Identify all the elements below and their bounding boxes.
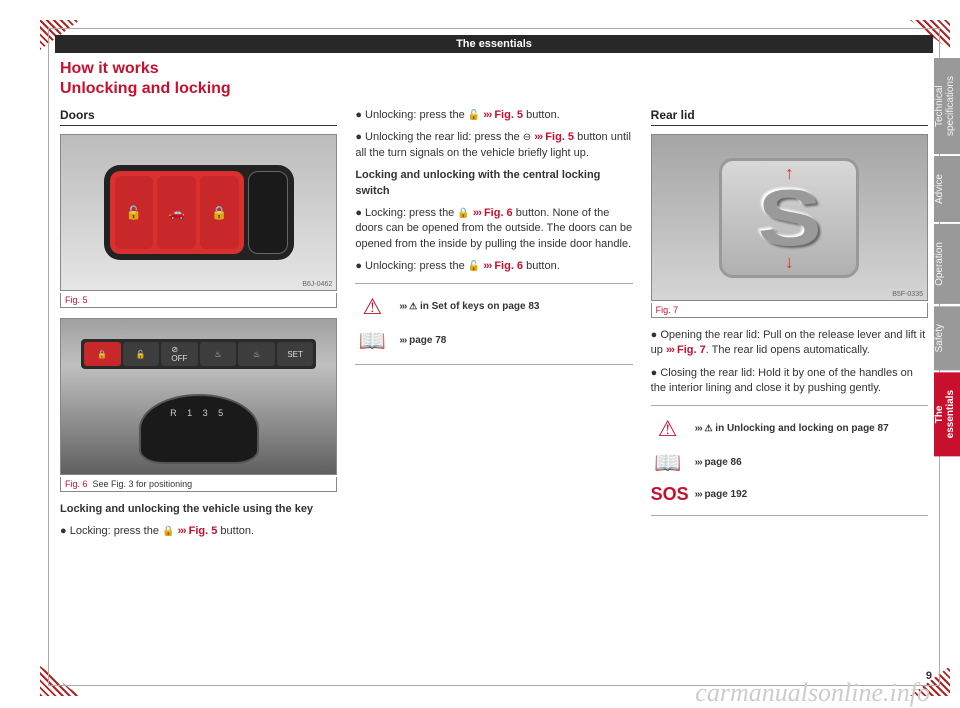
p-closing-rear-lid: Closing the rear lid: Hold it by one of … [651,366,928,397]
figure-7-caption: Fig. 7 [651,303,928,318]
figure-6: 🔒 🔓 ⊘OFF ♨ ♨ SET B6J-0337 [60,318,337,475]
book-icon: 📖 [355,328,389,354]
side-tabs: Technical specifications Advice Operatio… [934,58,960,459]
title-how-it-works: How it works [60,60,337,78]
reference-box-col2: ⚠ in Set of keys on page 83 📖 page 78 [355,283,632,365]
tab-technical: Technical specifications [934,58,960,154]
console-seat-heat-icon: ♨ [238,342,275,366]
figure-7-code: B5F-0335 [892,291,923,298]
heading-doors: Doors [60,108,337,126]
p-central-locking: Locking: press the 🔒 Fig. 6 button. None… [355,206,632,252]
p-opening-rear-lid: Opening the rear lid: Pull on the releas… [651,328,928,359]
ref-unlocking-locking: in Unlocking and locking on page 87 [695,423,928,434]
console-lock-button-icon: 🔒 [84,342,121,366]
console-seat-heat-icon: ♨ [200,342,237,366]
warning-icon: ⚠ [355,294,389,320]
figure-6-code: B6J-0337 [302,465,332,472]
content-area: How it works Unlocking and locking Doors… [60,60,928,678]
tab-essentials: The essentials [934,372,960,456]
p-unlocking-press: Unlocking: press the 🔓 Fig. 5 button. [355,108,632,123]
keyfob-trunk-icon [157,176,196,249]
sos-icon: SOS [651,484,685,505]
figure-6-caption: Fig. 6 See Fig. 3 for positioning [60,477,337,492]
keyfob-lock-icon [200,176,239,249]
column-3: Rear lid ↑ S ↓ B5F-0335 Fig. 7 Opening t… [651,60,928,678]
p-unlock-rear-lid: Unlocking the rear lid: press the ⊖ Fig.… [355,130,632,161]
ref-page-192: page 192 [695,489,928,500]
lock-icon: 🔒 [162,526,174,537]
seat-logo-illustration: ↑ S ↓ [719,158,859,278]
tab-safety: Safety [934,306,960,370]
console-off-icon: ⊘OFF [161,342,198,366]
console-button-row: 🔒 🔓 ⊘OFF ♨ ♨ SET [81,339,316,369]
keyfob-illustration [104,165,294,260]
arrow-down-icon: ↓ [785,252,794,273]
p-central-unlocking: Unlocking: press the 🔓 Fig. 6 button. [355,259,632,274]
lock-icon: 🔒 [457,208,469,219]
book-icon: 📖 [651,450,685,476]
reference-box-col3: ⚠ in Unlocking and locking on page 87 📖 … [651,405,928,516]
p-locking-key-heading: Locking and unlocking the vehicle using … [60,502,337,517]
p-locking-press: Locking: press the 🔒 Fig. 5 button. [60,524,337,539]
figure-5: B6J-0462 [60,134,337,291]
gear-shifter-illustration [139,394,259,464]
title-unlocking-locking: Unlocking and locking [60,80,337,98]
keyfob-unlock-icon [115,176,154,249]
ref-page-86: page 86 [695,457,928,468]
console-unlock-button-icon: 🔓 [123,342,160,366]
ref-set-of-keys: in Set of keys on page 83 [399,301,632,312]
console-set-icon: SET [277,342,314,366]
warning-icon: ⚠ [651,416,685,442]
figure-5-caption: Fig. 5 [60,293,337,308]
header-bar: The essentials [55,35,933,53]
unlock-icon: 🔓 [468,261,480,272]
ref-page-78: page 78 [399,335,632,346]
figure-7: ↑ S ↓ B5F-0335 [651,134,928,301]
heading-rear-lid: Rear lid [651,108,928,126]
tab-operation: Operation [934,224,960,304]
tab-advice: Advice [934,156,960,222]
unlock-icon: 🔓 [468,110,480,121]
figure-5-code: B6J-0462 [302,281,332,288]
column-2: Unlocking: press the 🔓 Fig. 5 button. Un… [355,60,632,678]
trunk-icon: ⊖ [523,132,531,143]
heading-central-locking: Locking and unlocking with the central l… [355,168,632,199]
watermark: carmanualsonline.info [695,678,930,708]
column-1: How it works Unlocking and locking Doors… [60,60,337,678]
